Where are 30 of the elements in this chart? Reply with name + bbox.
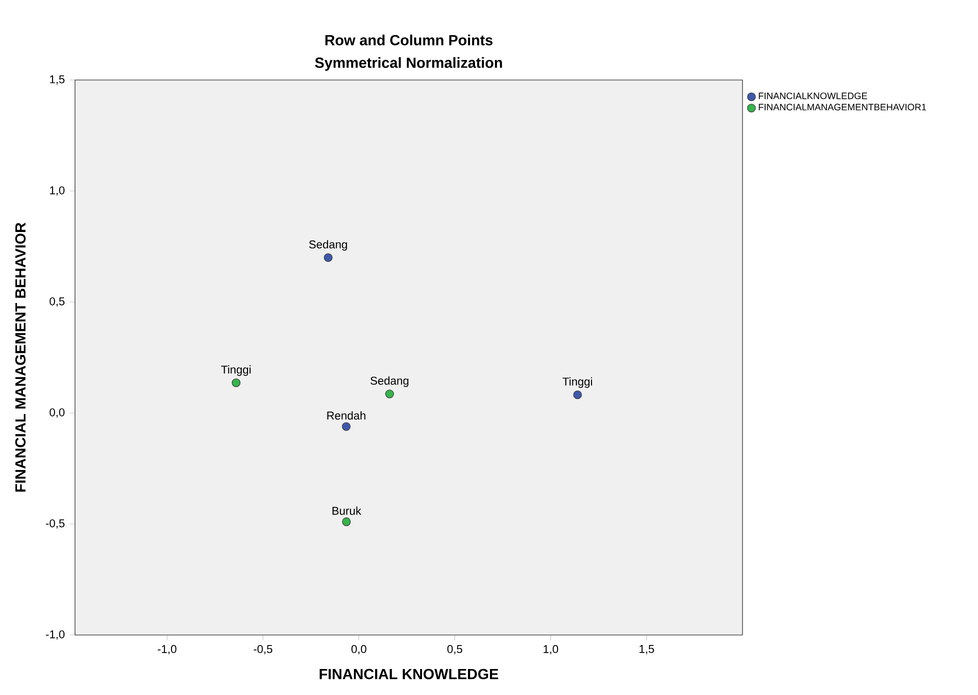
x-tick-label: 0,5	[447, 645, 462, 654]
annotation: Sedang	[309, 240, 348, 251]
annotation: Tinggi	[221, 365, 251, 376]
y-tick-label: -0,5	[46, 519, 64, 529]
x-tick-label: 1,0	[544, 645, 558, 654]
chart-subtitle: Symmetrical Normalization	[315, 57, 502, 71]
point	[342, 517, 351, 526]
y-tick-label: -1,0	[46, 630, 65, 640]
point	[573, 390, 582, 400]
y-tick-label: 0,0	[50, 408, 65, 418]
annotation: Tinggi	[562, 377, 592, 388]
y-tick-label: 0,5	[50, 297, 64, 307]
point	[342, 422, 351, 431]
point	[385, 390, 394, 398]
annotation: Buruk	[332, 506, 362, 515]
annotation: Rendah	[327, 411, 366, 420]
x-axis-title: FINANCIAL KNOWLEDGE	[320, 668, 498, 680]
annotation: Sedang	[370, 376, 408, 387]
y-axis-title: FINANCIAL MANAGEMENT BEHAVIOR	[15, 222, 26, 492]
x-tick-label: 0,0	[351, 645, 366, 654]
x-tick-label: -0,5	[254, 645, 272, 654]
x-tick-label: 1,5	[640, 645, 654, 654]
legend-label: FINANCIALMANAGEMENTBEHAVIOR1	[758, 104, 926, 110]
point	[232, 378, 240, 388]
y-tick-label: 1,0	[50, 186, 65, 196]
x-tick-label: -1,0	[158, 645, 176, 654]
point	[324, 253, 333, 262]
legend-label: FINANCIALKNOWLEDGE	[758, 92, 868, 100]
chart-title: Row and Column Points	[325, 34, 492, 46]
y-tick-label: 1,5	[50, 75, 64, 85]
